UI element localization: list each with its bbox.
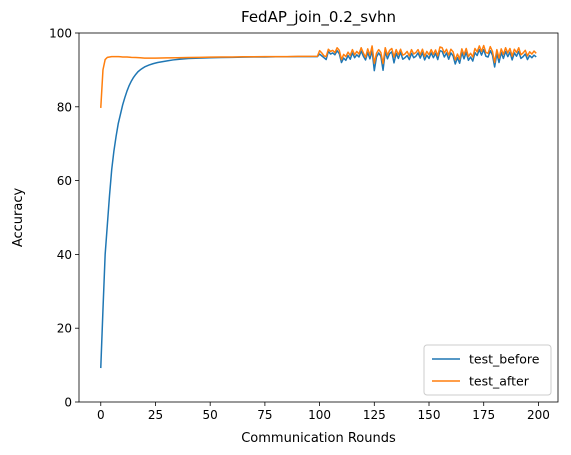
y-axis-label: Accuracy: [11, 188, 26, 248]
legend: test_before test_after: [423, 344, 552, 396]
chart-title: FedAP_join_0.2_svhn: [241, 8, 396, 27]
x-tick-label: 200: [527, 408, 550, 422]
legend-label: test_after: [469, 374, 530, 389]
x-tick-label: 50: [203, 408, 218, 422]
series-line-test-after: [100, 44, 537, 108]
x-tick: 200: [527, 402, 550, 422]
y-tick: 60: [57, 174, 79, 188]
y-tick: 0: [64, 396, 79, 410]
x-tick: 75: [257, 402, 273, 422]
y-tick-label: 40: [57, 248, 72, 262]
x-tick: 50: [203, 402, 218, 422]
y-tick: 40: [57, 248, 79, 262]
y-tick-label: 100: [49, 27, 72, 41]
legend-item: test_after: [432, 374, 530, 389]
plot-area: 0 25 50 75 100 125 150 175 200 0 20 40 60 80 100: [49, 27, 559, 422]
legend-label: test_before: [469, 352, 540, 367]
x-tick: 150: [418, 402, 441, 422]
plot-frame: [78, 32, 559, 403]
x-axis-label: Communication Rounds: [241, 431, 396, 446]
legend-item: test_before: [432, 352, 540, 367]
x-axis-ticks: 0 25 50 75 100 125 150 175 200: [97, 402, 550, 422]
y-axis-ticks: 0 20 40 60 80 100: [49, 27, 79, 410]
series-layer: [100, 44, 537, 369]
y-tick-label: 80: [57, 100, 72, 114]
y-tick-label: 0: [64, 396, 72, 410]
x-tick: 175: [472, 402, 495, 422]
legend-box: [423, 344, 552, 396]
x-tick: 0: [97, 402, 105, 422]
x-tick: 25: [148, 402, 163, 422]
x-tick-label: 0: [97, 408, 105, 422]
x-tick-label: 125: [363, 408, 386, 422]
series-line-test-before: [100, 48, 537, 369]
x-tick-label: 25: [148, 408, 163, 422]
x-tick-label: 75: [257, 408, 272, 422]
x-tick: 100: [308, 402, 331, 422]
x-tick-label: 100: [308, 408, 331, 422]
x-tick-label: 150: [418, 408, 441, 422]
y-tick-label: 20: [57, 322, 72, 336]
y-tick: 100: [49, 27, 79, 41]
x-tick: 125: [363, 402, 386, 422]
y-tick: 20: [57, 322, 79, 336]
x-tick-label: 175: [472, 408, 495, 422]
y-tick: 80: [57, 100, 79, 114]
y-tick-label: 60: [57, 174, 72, 188]
